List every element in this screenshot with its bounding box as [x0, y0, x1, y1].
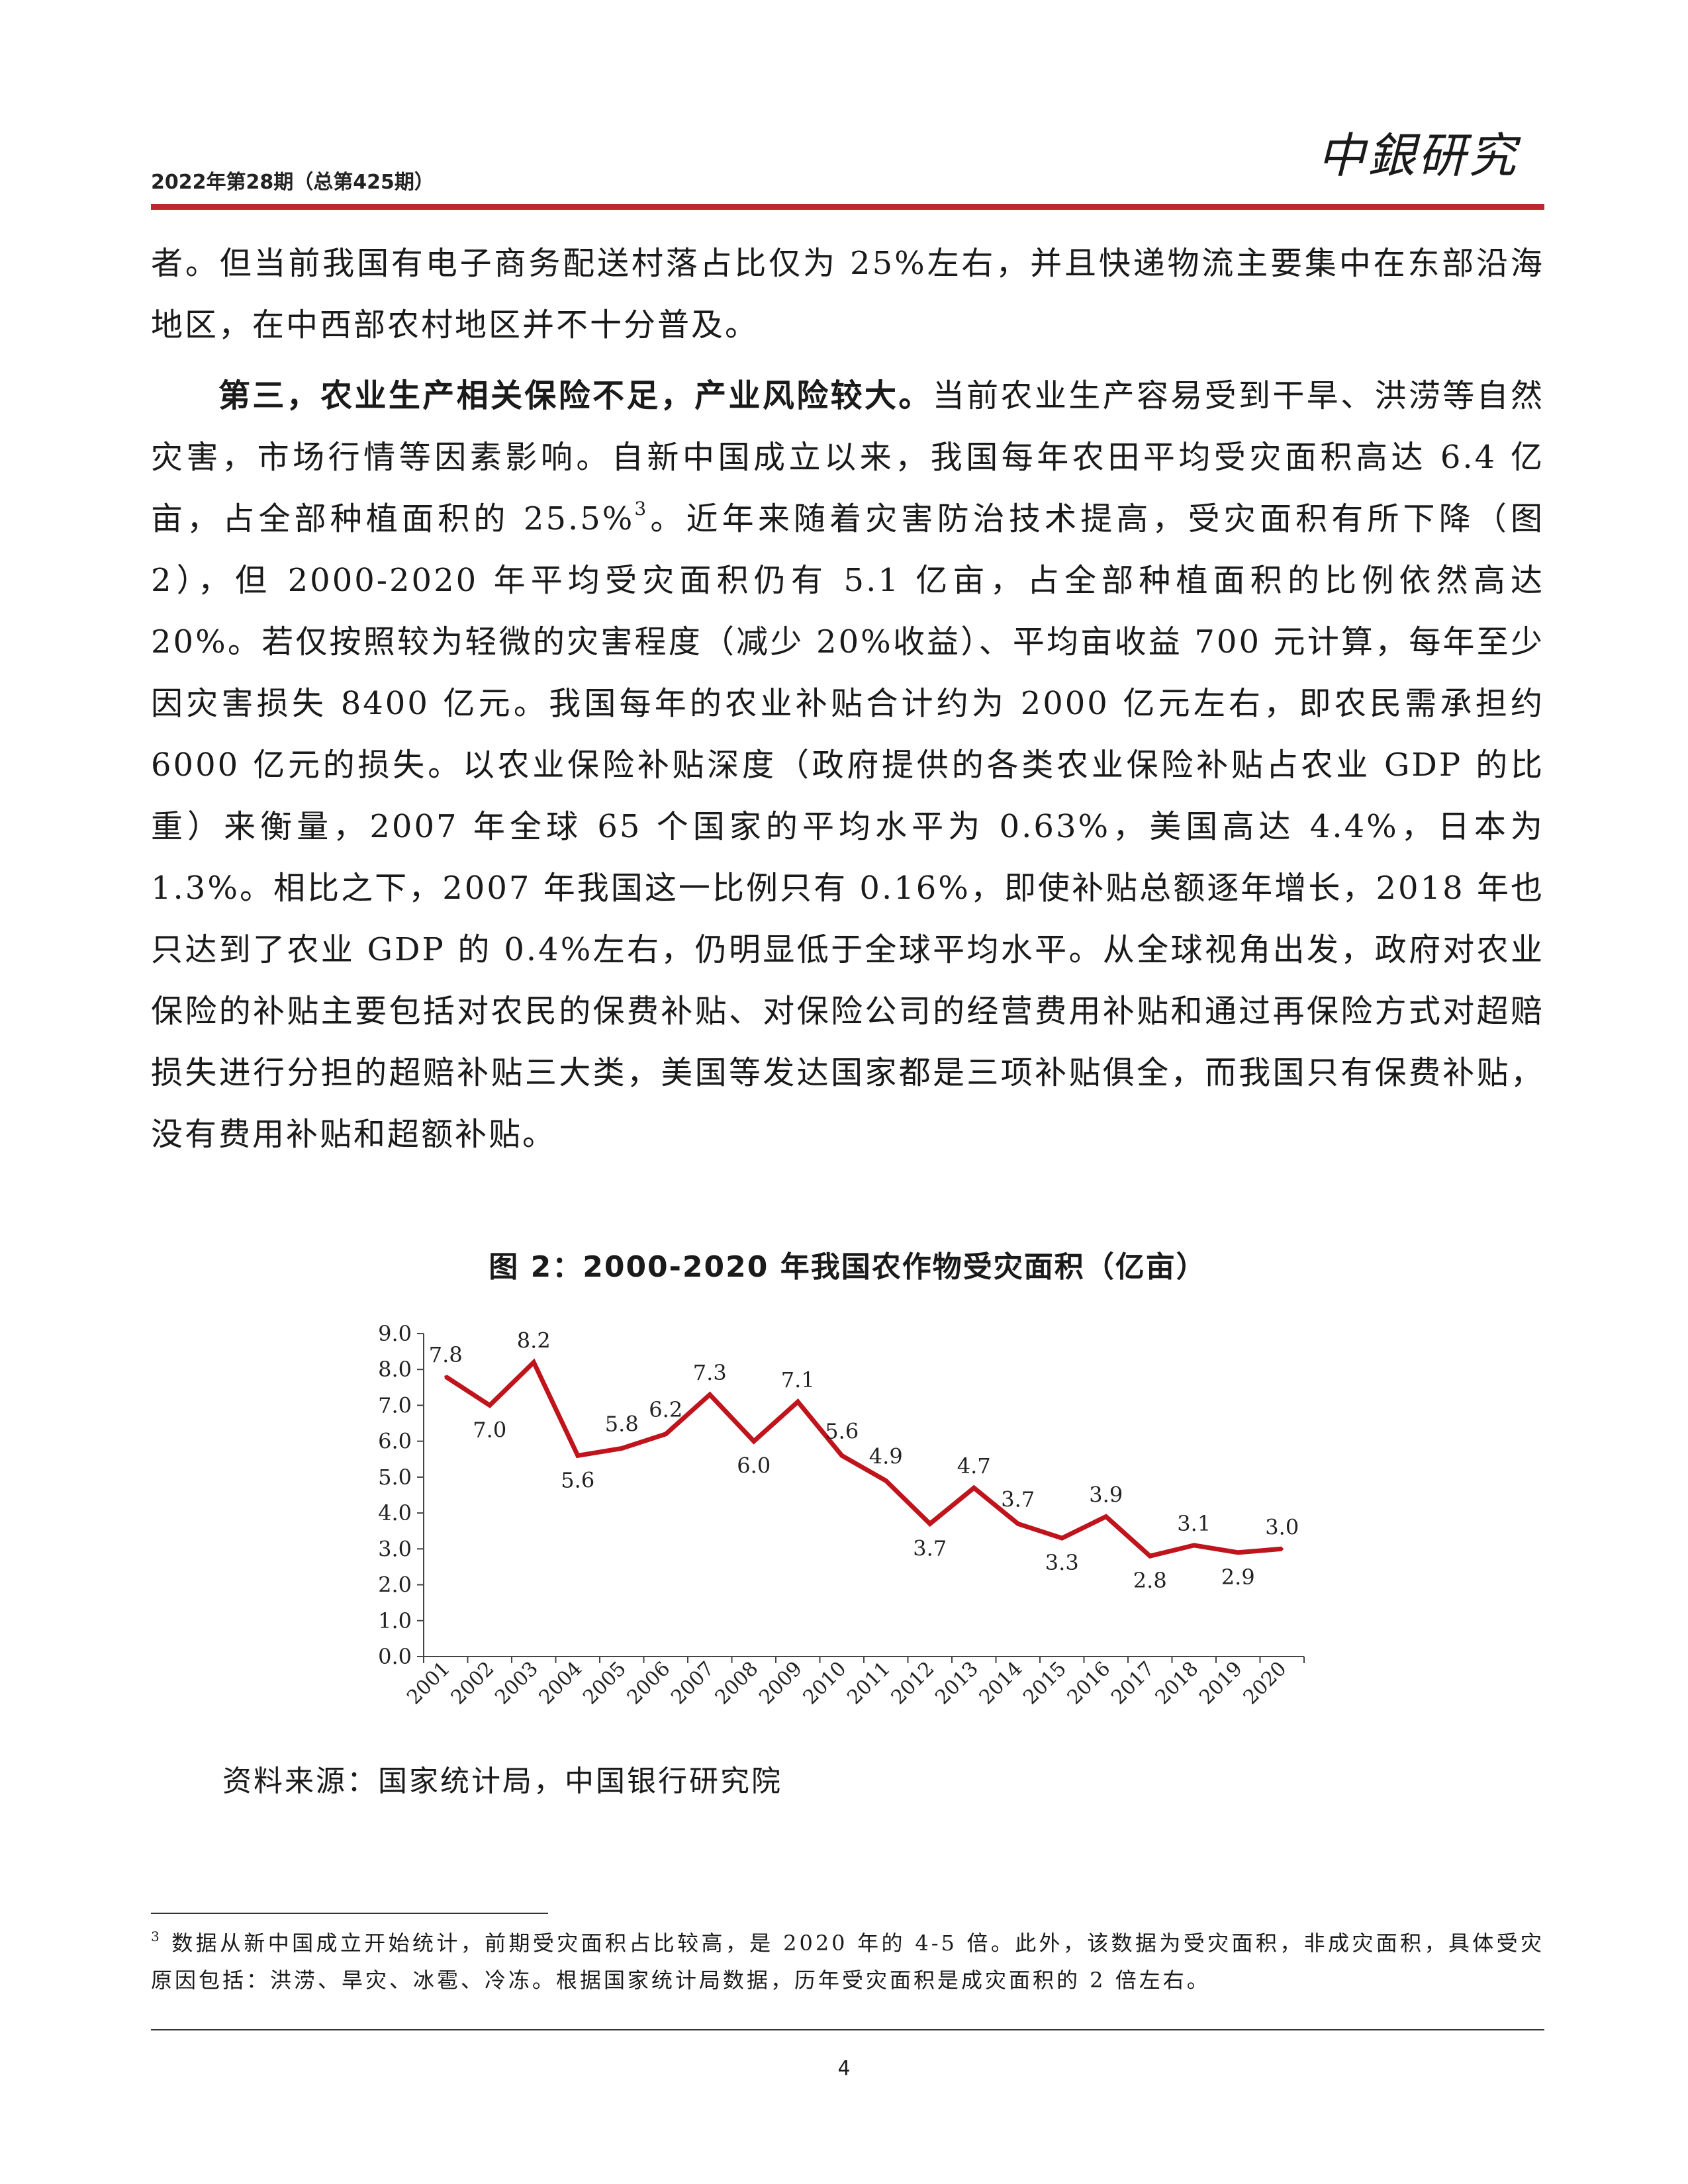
data-label: 5.6 [825, 1418, 859, 1443]
data-label: 7.0 [473, 1417, 506, 1442]
data-point [1104, 1515, 1107, 1518]
y-tick-label: 4.0 [378, 1500, 412, 1525]
x-tick-label: 2007 [667, 1657, 719, 1709]
data-label: 3.0 [1265, 1514, 1299, 1539]
y-tick-label: 2.0 [378, 1572, 412, 1598]
footnote-ref[interactable]: 3 [634, 498, 649, 520]
figure-source: 资料来源：国家统计局，中国银行研究院 [222, 1764, 782, 1798]
data-point [1016, 1522, 1019, 1525]
x-tick-label: 2014 [975, 1657, 1027, 1709]
x-tick-label: 2019 [1195, 1657, 1247, 1709]
issue-number: 2022年第28期（总第425期） [151, 171, 434, 194]
y-tick-label: 3.0 [378, 1536, 412, 1561]
data-point [1280, 1547, 1284, 1551]
x-tick-label: 2012 [887, 1657, 939, 1709]
y-tick-label: 8.0 [378, 1357, 412, 1382]
x-tick-label: 2003 [491, 1657, 543, 1709]
data-point [884, 1479, 888, 1482]
data-point [1149, 1555, 1152, 1558]
x-tick-label: 2017 [1107, 1657, 1159, 1709]
data-label: 6.0 [737, 1453, 771, 1479]
data-label: 4.7 [957, 1453, 991, 1479]
x-tick-label: 2004 [535, 1657, 587, 1709]
data-label: 4.9 [869, 1443, 903, 1469]
x-tick-label: 2002 [447, 1657, 499, 1709]
paragraph-2-text-b: 。近年来随着灾害防治技术提高，受灾面积有所下降（图 2），但 2000-2020… [151, 500, 1544, 1153]
footnote: 3 数据从新中国成立开始统计，前期受灾面积占比较高，是 2020 年的 4-5 … [151, 1925, 1544, 1999]
paragraph-2: 第三，农业生产相关保险不足，产业风险较大。当前农业生产容易受到干旱、洪涝等自然灾… [151, 365, 1544, 1165]
figure-title: 图 2：2000-2020 年我国农作物受灾面积（亿亩） [489, 1250, 1207, 1284]
data-point [796, 1400, 800, 1404]
data-label: 5.6 [561, 1467, 594, 1492]
data-label: 8.2 [517, 1328, 551, 1353]
paragraph-2-text-a: 当前农业生产容易受到干旱、洪涝等自然灾害，市场行情等因素影响。自新中国成立以来，… [151, 377, 1544, 537]
data-point [928, 1522, 931, 1525]
x-tick-label: 2016 [1063, 1657, 1115, 1709]
data-label: 3.7 [1001, 1486, 1035, 1512]
data-point [532, 1361, 536, 1364]
data-label: 7.3 [693, 1360, 727, 1385]
data-point [708, 1393, 712, 1396]
footnote-number: 3 [151, 1929, 162, 1944]
data-label: 3.1 [1177, 1511, 1211, 1536]
data-label: 2.8 [1133, 1568, 1167, 1593]
data-point [576, 1454, 579, 1457]
data-point [840, 1454, 843, 1457]
data-label: 2.9 [1221, 1565, 1255, 1590]
x-tick-label: 2008 [711, 1657, 763, 1709]
series-line [444, 1358, 1283, 1559]
data-point [1060, 1537, 1064, 1540]
data-label: 5.8 [605, 1412, 639, 1437]
y-tick-label: 6.0 [378, 1429, 412, 1454]
header-divider [151, 204, 1544, 210]
footer-divider [151, 2029, 1544, 2030]
line-chart: 0.01.02.03.04.05.06.07.08.09.02001200220… [378, 1321, 1305, 1709]
data-point [752, 1439, 755, 1443]
x-tick-label: 2013 [931, 1657, 983, 1709]
paragraph-2-lead: 第三，农业生产相关保险不足，产业风险较大。 [218, 377, 933, 414]
y-tick-label: 7.0 [378, 1392, 412, 1418]
y-tick-label: 1.0 [378, 1608, 412, 1633]
paragraph-1: 者。但当前我国有电子商务配送村落占比仅为 25%左右，并且快递物流主要集中在东部… [151, 245, 1544, 343]
data-point [620, 1447, 624, 1450]
data-point [664, 1432, 667, 1435]
svg-text:中銀研究: 中銀研究 [1317, 128, 1521, 183]
data-label: 7.1 [781, 1367, 815, 1392]
data-point [972, 1486, 976, 1490]
data-point [444, 1375, 447, 1379]
data-point [488, 1404, 491, 1407]
y-tick-label: 5.0 [378, 1465, 412, 1490]
data-label: 3.9 [1089, 1482, 1123, 1508]
x-tick-label: 2006 [623, 1657, 675, 1709]
data-label: 3.3 [1045, 1550, 1079, 1575]
data-label: 3.7 [913, 1535, 947, 1561]
x-tick-label: 2005 [579, 1657, 631, 1709]
data-point [1237, 1551, 1240, 1554]
y-tick-label: 9.0 [378, 1321, 412, 1346]
bank-research-logo: 中銀研究 [1317, 128, 1521, 183]
data-label: 7.8 [429, 1342, 463, 1367]
x-tick-label: 2009 [755, 1657, 807, 1709]
data-point [1192, 1543, 1196, 1547]
footnote-divider [151, 1913, 548, 1914]
data-label: 6.2 [649, 1397, 682, 1422]
x-tick-label: 2011 [843, 1657, 895, 1709]
x-tick-label: 2010 [799, 1657, 851, 1709]
footnote-text: 数据从新中国成立开始统计，前期受灾面积占比较高，是 2020 年的 4-5 倍。… [151, 1931, 1544, 1993]
x-tick-label: 2020 [1239, 1657, 1291, 1709]
x-tick-label: 2018 [1151, 1657, 1203, 1709]
x-tick-label: 2015 [1019, 1657, 1071, 1709]
y-tick-label: 0.0 [378, 1644, 412, 1669]
page-number: 4 [837, 2057, 851, 2080]
